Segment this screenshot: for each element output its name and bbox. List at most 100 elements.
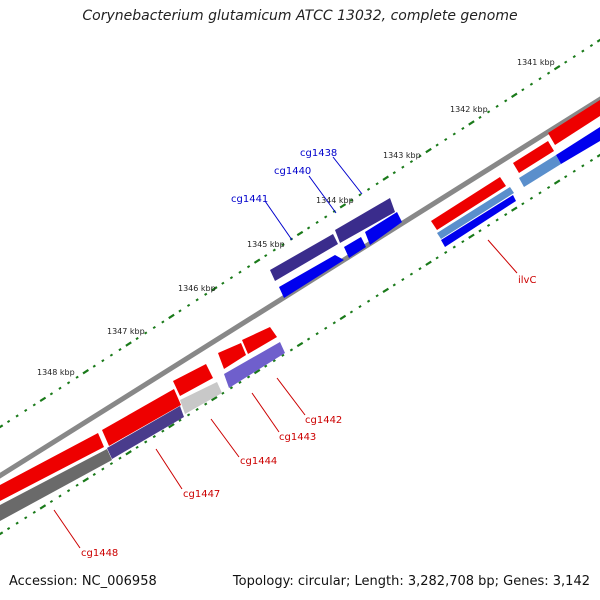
cds-forward-c[interactable] [173,364,213,396]
ruler-inner-minor-tick [418,267,422,271]
ruler-outer-minor-tick [204,292,208,296]
cds-forward-a[interactable] [242,327,277,354]
ruler-inner-minor-tick [306,337,311,341]
gene-label-cg1441[interactable]: cg1441 [231,194,268,205]
ruler-inner-minor-tick [144,440,148,444]
cds-cg1444[interactable] [180,382,222,414]
ruler-inner-minor-tick [572,169,576,173]
gene-label-cg1443[interactable]: cg1443 [279,432,316,443]
ruler-outer-minor-tick [229,276,234,280]
ruler-outer-minor-tick [589,43,594,48]
cds-cg1438[interactable] [365,212,402,245]
ruler-outer-minor-tick [324,215,328,219]
ruler-inner-major-tick [468,233,475,239]
ruler-inner-minor-tick [195,407,199,412]
cds-cg1447[interactable] [107,406,184,459]
tick-label-1348: 1348 kbp [37,368,75,377]
ruler-inner-major-tick [39,504,47,510]
ruler-inner-minor-tick [538,191,542,195]
ruler-inner-minor-tick [32,510,36,514]
ruler-outer-minor-tick [315,220,319,224]
ruler-inner-major-tick [296,341,304,348]
ruler-inner-minor-tick [452,245,456,249]
ruler-outer-major-tick [553,64,561,71]
ruler-outer-minor-tick [281,243,285,247]
ruler-inner-minor-tick [109,462,114,466]
ruler-outer-minor-tick [75,375,79,379]
genome-summary: Topology: circular; Length: 3,282,708 bp… [232,574,590,589]
ruler-inner-minor-tick [221,391,225,395]
cds-right-track-1[interactable] [519,155,561,187]
ruler-inner-minor-tick [24,516,28,520]
ruler-inner-minor-tick [349,310,354,314]
ruler-outer-minor-tick [161,320,165,324]
gene-label-cg1448[interactable]: cg1448 [81,548,118,559]
gene-label-cg1438[interactable]: cg1438 [300,148,337,159]
ruler-outer-major-tick [468,120,475,126]
cds-right-track-2[interactable] [556,127,600,164]
cds-cg1440-reverse[interactable] [344,237,366,258]
cds-cg1441-reverse[interactable] [279,255,344,298]
tick-label-1345: 1345 kbp [247,240,285,249]
ruler-outer-minor-tick [152,325,156,330]
ruler-outer-ticks [0,38,600,429]
ruler-outer-minor-tick [221,281,225,285]
ruler-inner-minor-tick [435,256,439,260]
gene-labels: ilvC cg1438 cg1440 cg1441 cg1442 cg1443 … [81,148,536,559]
ruler-outer-major-tick [339,203,347,209]
ruler-inner-minor-tick [444,250,448,254]
ruler-inner-minor-tick [486,223,491,227]
accession-label: Accession: NC_006958 [9,574,157,589]
ruler-outer-minor-tick [461,126,465,131]
ruler-inner-minor-tick [15,521,19,525]
ruler-inner-minor-tick [186,413,191,417]
ruler-inner-minor-tick [581,164,585,168]
ruler-outer-minor-tick [521,88,525,92]
ruler-inner-major-tick [339,314,347,321]
cds-forward-right-1[interactable] [513,141,554,173]
cds-reverse-ilvc[interactable] [441,195,516,247]
ruler-inner-minor-tick [366,299,371,303]
ruler-inner-minor-tick [161,429,165,433]
ruler-inner-minor-tick [358,305,362,309]
gene-label-cg1447[interactable]: cg1447 [183,489,220,500]
ruler-inner-major-tick [596,153,600,158]
ruler-inner-minor-tick [49,499,54,504]
ruler-inner-minor-tick [529,196,534,200]
cds-cg1448[interactable] [0,449,112,521]
cds-cg1441[interactable] [270,234,338,281]
ruler-outer-major-tick [168,313,175,320]
ruler-outer-minor-tick [49,392,54,396]
ruler-inner-minor-tick [58,494,62,498]
ruler-inner-minor-tick [246,375,251,379]
ruler-inner-minor-tick [178,418,182,422]
cds-cg1440[interactable] [335,198,395,243]
cds-forward-right-2[interactable] [548,100,600,145]
cds-forward-d[interactable] [102,389,181,446]
cds-ilvc-track[interactable] [437,187,514,239]
gene-label-cg1442[interactable]: cg1442 [305,415,342,426]
ruler-outer-minor-tick [358,193,362,197]
ruler-inner-minor-tick [332,321,336,325]
ruler-outer-major-tick [125,341,132,347]
cds-cg1442[interactable] [224,342,285,388]
ruler-inner-minor-tick [315,332,319,336]
gene-label-ilvc[interactable]: ilvC [518,275,536,286]
ruler-inner-minor-tick [461,240,465,244]
gene-label-cg1444[interactable]: cg1444 [240,456,277,467]
ruler-inner-minor-tick [504,213,508,217]
ruler-inner-minor-tick [6,527,11,531]
gene-label-cg1440[interactable]: cg1440 [274,166,311,177]
ruler-inner-minor-tick [289,348,294,352]
ruler-outer-major-tick [39,396,47,403]
ruler-inner-minor-tick [101,467,105,471]
ruler-outer-minor-tick [92,364,96,368]
ruler-outer-minor-tick [401,165,405,169]
cds-forward-ilvc[interactable] [431,177,506,230]
ruler-outer-major-tick [425,147,432,154]
cds-forward-e[interactable] [0,433,104,501]
cds-forward-b[interactable] [218,343,246,369]
ruler-outer-minor-tick [529,82,534,86]
ruler-outer-minor-tick [504,99,508,103]
ruler-outer-minor-tick [486,110,491,114]
